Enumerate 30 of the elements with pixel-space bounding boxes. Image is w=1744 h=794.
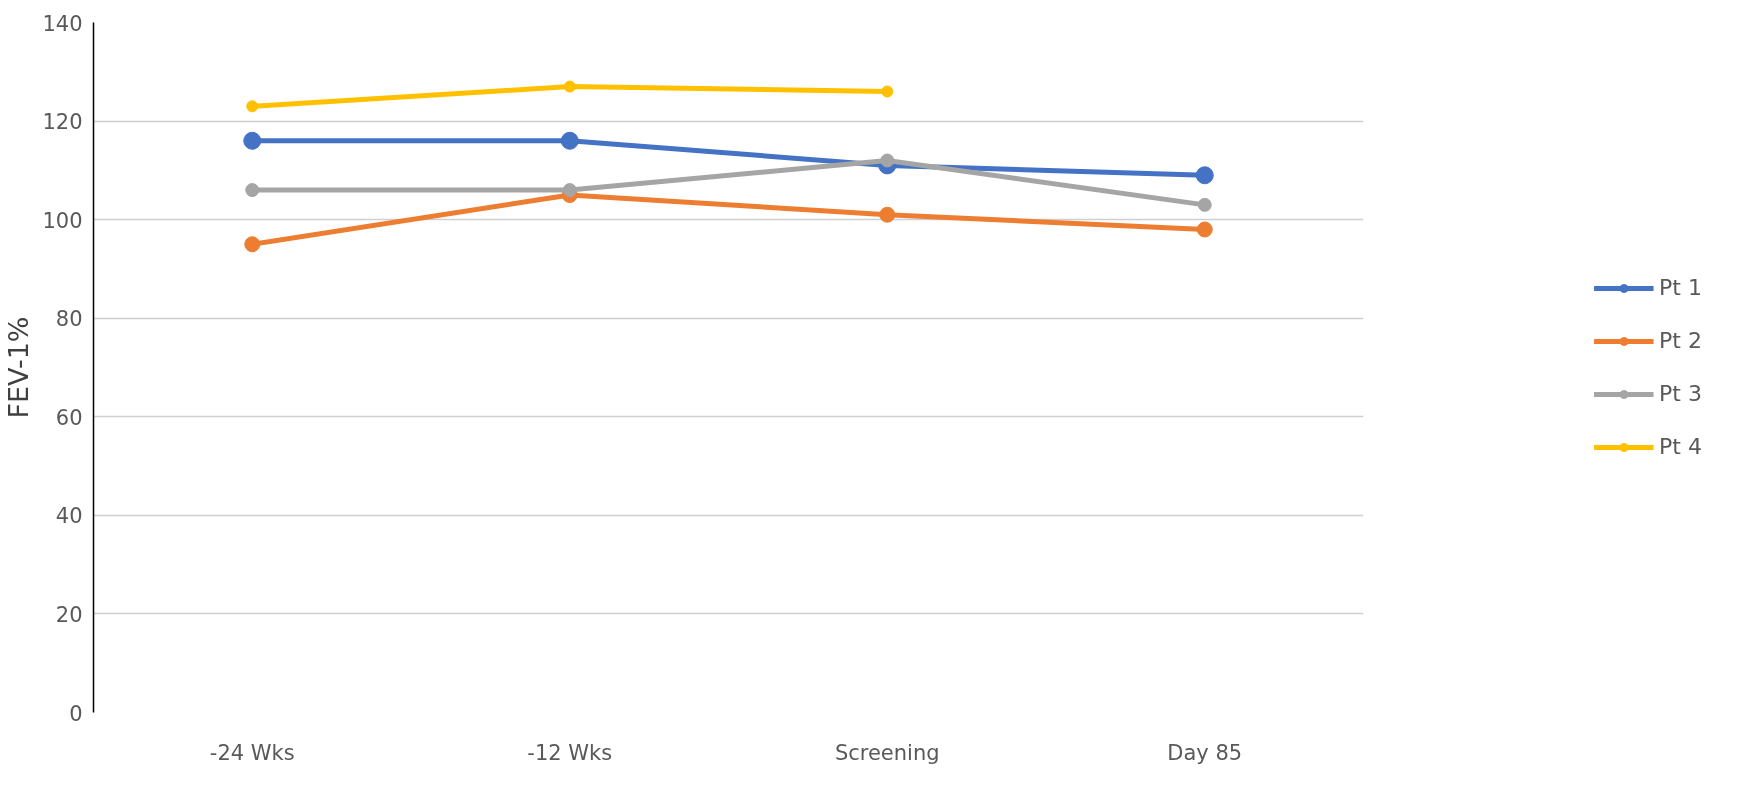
y-tick-label: 100 [42, 208, 83, 233]
point [563, 80, 576, 93]
point [1195, 166, 1214, 185]
point [1197, 197, 1212, 212]
y-tick-label: 60 [55, 405, 83, 430]
point [562, 183, 577, 198]
point [1196, 221, 1213, 238]
point [881, 85, 894, 98]
x-tick-label: Screening [834, 740, 940, 765]
y-tick-label: 140 [42, 11, 83, 36]
point [560, 131, 579, 150]
point [245, 183, 260, 198]
legend-label: Pt 2 [1659, 328, 1702, 353]
point [246, 100, 259, 113]
y-tick-label: 120 [42, 110, 83, 135]
point [880, 153, 895, 168]
legend-label: Pt 4 [1659, 434, 1702, 459]
y-tick-label: 80 [55, 307, 83, 332]
y-tick-label: 20 [55, 602, 83, 627]
y-tick-label: 0 [69, 701, 83, 726]
legend-label: Pt 3 [1659, 381, 1702, 406]
x-tick-label: -24 Wks [209, 740, 295, 765]
x-tick-label: -12 Wks [527, 740, 613, 765]
x-tick-label: Day 85 [1167, 740, 1243, 765]
point [244, 236, 261, 253]
legend-label: Pt 1 [1659, 275, 1702, 300]
point [879, 206, 896, 223]
point [243, 131, 262, 150]
y-tick-label: 40 [55, 504, 83, 529]
y-axis-title: FEV-1% [3, 316, 35, 419]
